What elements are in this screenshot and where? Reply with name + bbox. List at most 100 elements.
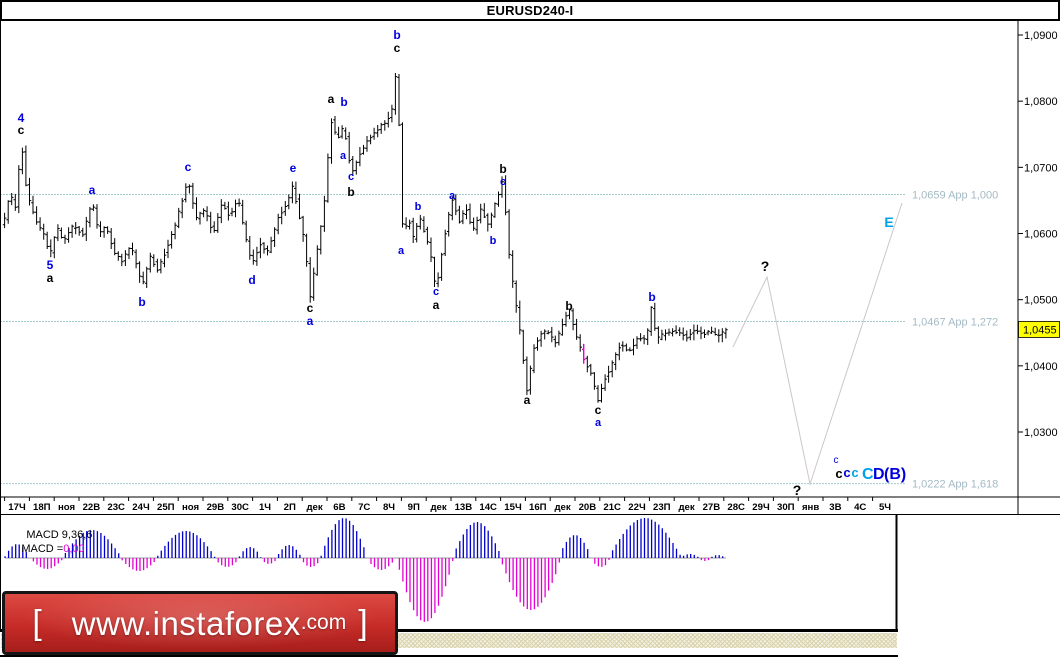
date-tick-label: 29В <box>207 502 225 513</box>
date-tick-label: 20В <box>579 502 597 513</box>
wave-label: c <box>394 41 401 55</box>
date-axis: 17Ч 18П ноя 22В 23С 24Ч 25П ноя 29В 30С 1Ч 2П дек 6В 7… <box>0 496 1060 515</box>
wave-label: c <box>18 123 25 137</box>
wave-label: a <box>595 417 602 429</box>
fib-level-label: 1,0659 App 1,000 <box>912 189 998 201</box>
wave-label: a <box>47 271 54 285</box>
date-tick-label: ноя <box>182 502 199 513</box>
wave-label: b <box>490 235 497 247</box>
price-tick-label: 1,0400 <box>1024 361 1058 373</box>
date-tick-label: дек <box>554 502 570 513</box>
wave-label: c <box>851 465 858 480</box>
window-bottom-border <box>0 655 898 657</box>
date-tick-label: 22В <box>83 502 101 513</box>
date-tick-label: 25П <box>157 502 175 513</box>
macd-bottom-border <box>0 629 898 632</box>
wave-label: a <box>340 150 347 162</box>
wave-label: b <box>393 28 400 42</box>
date-tick-label: 30С <box>231 502 249 513</box>
wave-label: b <box>648 290 655 304</box>
fib-level-label: 1,0222 App 1,618 <box>912 479 998 491</box>
date-tick-label: 24Ч <box>132 502 150 513</box>
logo-bracket-left: [ <box>32 604 42 642</box>
wave-label: a <box>398 245 405 257</box>
date-tick-label: 3В <box>829 502 841 513</box>
wave-label: b <box>138 295 145 309</box>
date-tick-label: 16П <box>529 502 547 513</box>
date-tick-label: 1Ч <box>259 502 271 513</box>
macd-value-label: MACD =0,00 <box>21 543 85 555</box>
cd-b-label: D <box>873 466 885 483</box>
date-tick-label: 13В <box>455 502 473 513</box>
wave-label: b <box>415 201 422 213</box>
wave-label: c <box>307 301 314 315</box>
wave-label: ? <box>793 482 802 498</box>
date-tick-label: 2П <box>284 502 296 513</box>
date-tick-label: 14С <box>479 502 497 513</box>
price-axis: 1,0900 1,0800 1,0700 1,0600 1,0500 1,0400 1,03… <box>1017 21 1060 514</box>
wave-label: b <box>565 299 572 313</box>
price-bars <box>2 73 728 403</box>
date-tick-label: дек <box>430 502 446 513</box>
price-tick-label: 1,0600 <box>1024 229 1058 241</box>
price-tick-label: 1,0800 <box>1024 96 1058 108</box>
wave-label: c <box>835 466 842 481</box>
fib-levels: 1,0659 App 1,000 1,0467 App 1,272 1,0222 A… <box>0 189 998 491</box>
chart-title-bar: EURUSD240-I <box>0 0 1060 21</box>
cd-b-label: (B) <box>884 466 906 483</box>
price-tick-label: 1,0900 <box>1024 30 1058 42</box>
wave-label: a <box>449 190 456 202</box>
wave-label: 4 <box>18 111 25 125</box>
date-tick-label: 15Ч <box>504 502 522 513</box>
date-tick-label: 7С <box>358 502 370 513</box>
wave-label: a <box>328 92 335 106</box>
wave-label: a <box>89 183 96 197</box>
wave-label: c <box>500 176 506 188</box>
date-tick-label: 23П <box>653 502 671 513</box>
date-tick-label: 22Ч <box>628 502 646 513</box>
date-tick-label: ноя <box>58 502 75 513</box>
price-tick-label: 1,0700 <box>1024 162 1058 174</box>
date-tick-label: 29Ч <box>752 502 770 513</box>
fib-level-label: 1,0467 App 1,272 <box>912 317 998 329</box>
logo-bracket-right: ] <box>358 604 368 642</box>
macd-canvas <box>0 515 898 632</box>
macd-current-value: 0,00 <box>63 543 85 555</box>
wave-label: b <box>340 95 347 109</box>
date-tick-label: дек <box>306 502 322 513</box>
wave-label: c <box>843 465 850 480</box>
wave-projection-line <box>732 202 903 486</box>
date-tick-label: 18П <box>33 502 51 513</box>
wave-label: c <box>595 403 602 417</box>
wave-label: e <box>290 161 297 175</box>
macd-params-label: MACD 9,36,6 <box>26 529 93 541</box>
wave-label: a <box>524 393 531 407</box>
wave-label: c <box>185 160 192 174</box>
price-chart-canvas: 1,0659 App 1,000 1,0467 App 1,272 1,0222 A… <box>0 21 1060 515</box>
instaforex-logo[interactable]: [ www.instaforex .com ] <box>2 591 398 655</box>
date-tick-label: 30П <box>777 502 795 513</box>
ohlc-bars-path <box>2 73 728 403</box>
date-tick-label: 9П <box>408 502 420 513</box>
date-tick-label: 8Ч <box>383 502 395 513</box>
date-tick-label: 23С <box>107 502 125 513</box>
macd-histogram-positive <box>4 518 724 558</box>
date-tick-label: 4С <box>854 502 866 513</box>
date-tick-label: 6В <box>333 502 345 513</box>
wave-label: b <box>499 162 506 176</box>
date-tick-label: 27В <box>703 502 721 513</box>
wave-label: c <box>433 286 439 298</box>
date-tick-label: 17Ч <box>8 502 26 513</box>
date-tick-label: 5Ч <box>879 502 891 513</box>
date-tick-label: 21С <box>603 502 621 513</box>
wave-label: d <box>248 273 255 287</box>
highlighted-bar <box>581 343 586 364</box>
wave-label: a <box>307 314 314 328</box>
date-tick-label: дек <box>678 502 694 513</box>
date-tick-label: янв <box>802 502 819 513</box>
price-tick-label: 1,0300 <box>1024 427 1058 439</box>
logo-dotcom-text: .com <box>300 610 347 634</box>
current-price-text: 1,0455 <box>1023 324 1057 336</box>
